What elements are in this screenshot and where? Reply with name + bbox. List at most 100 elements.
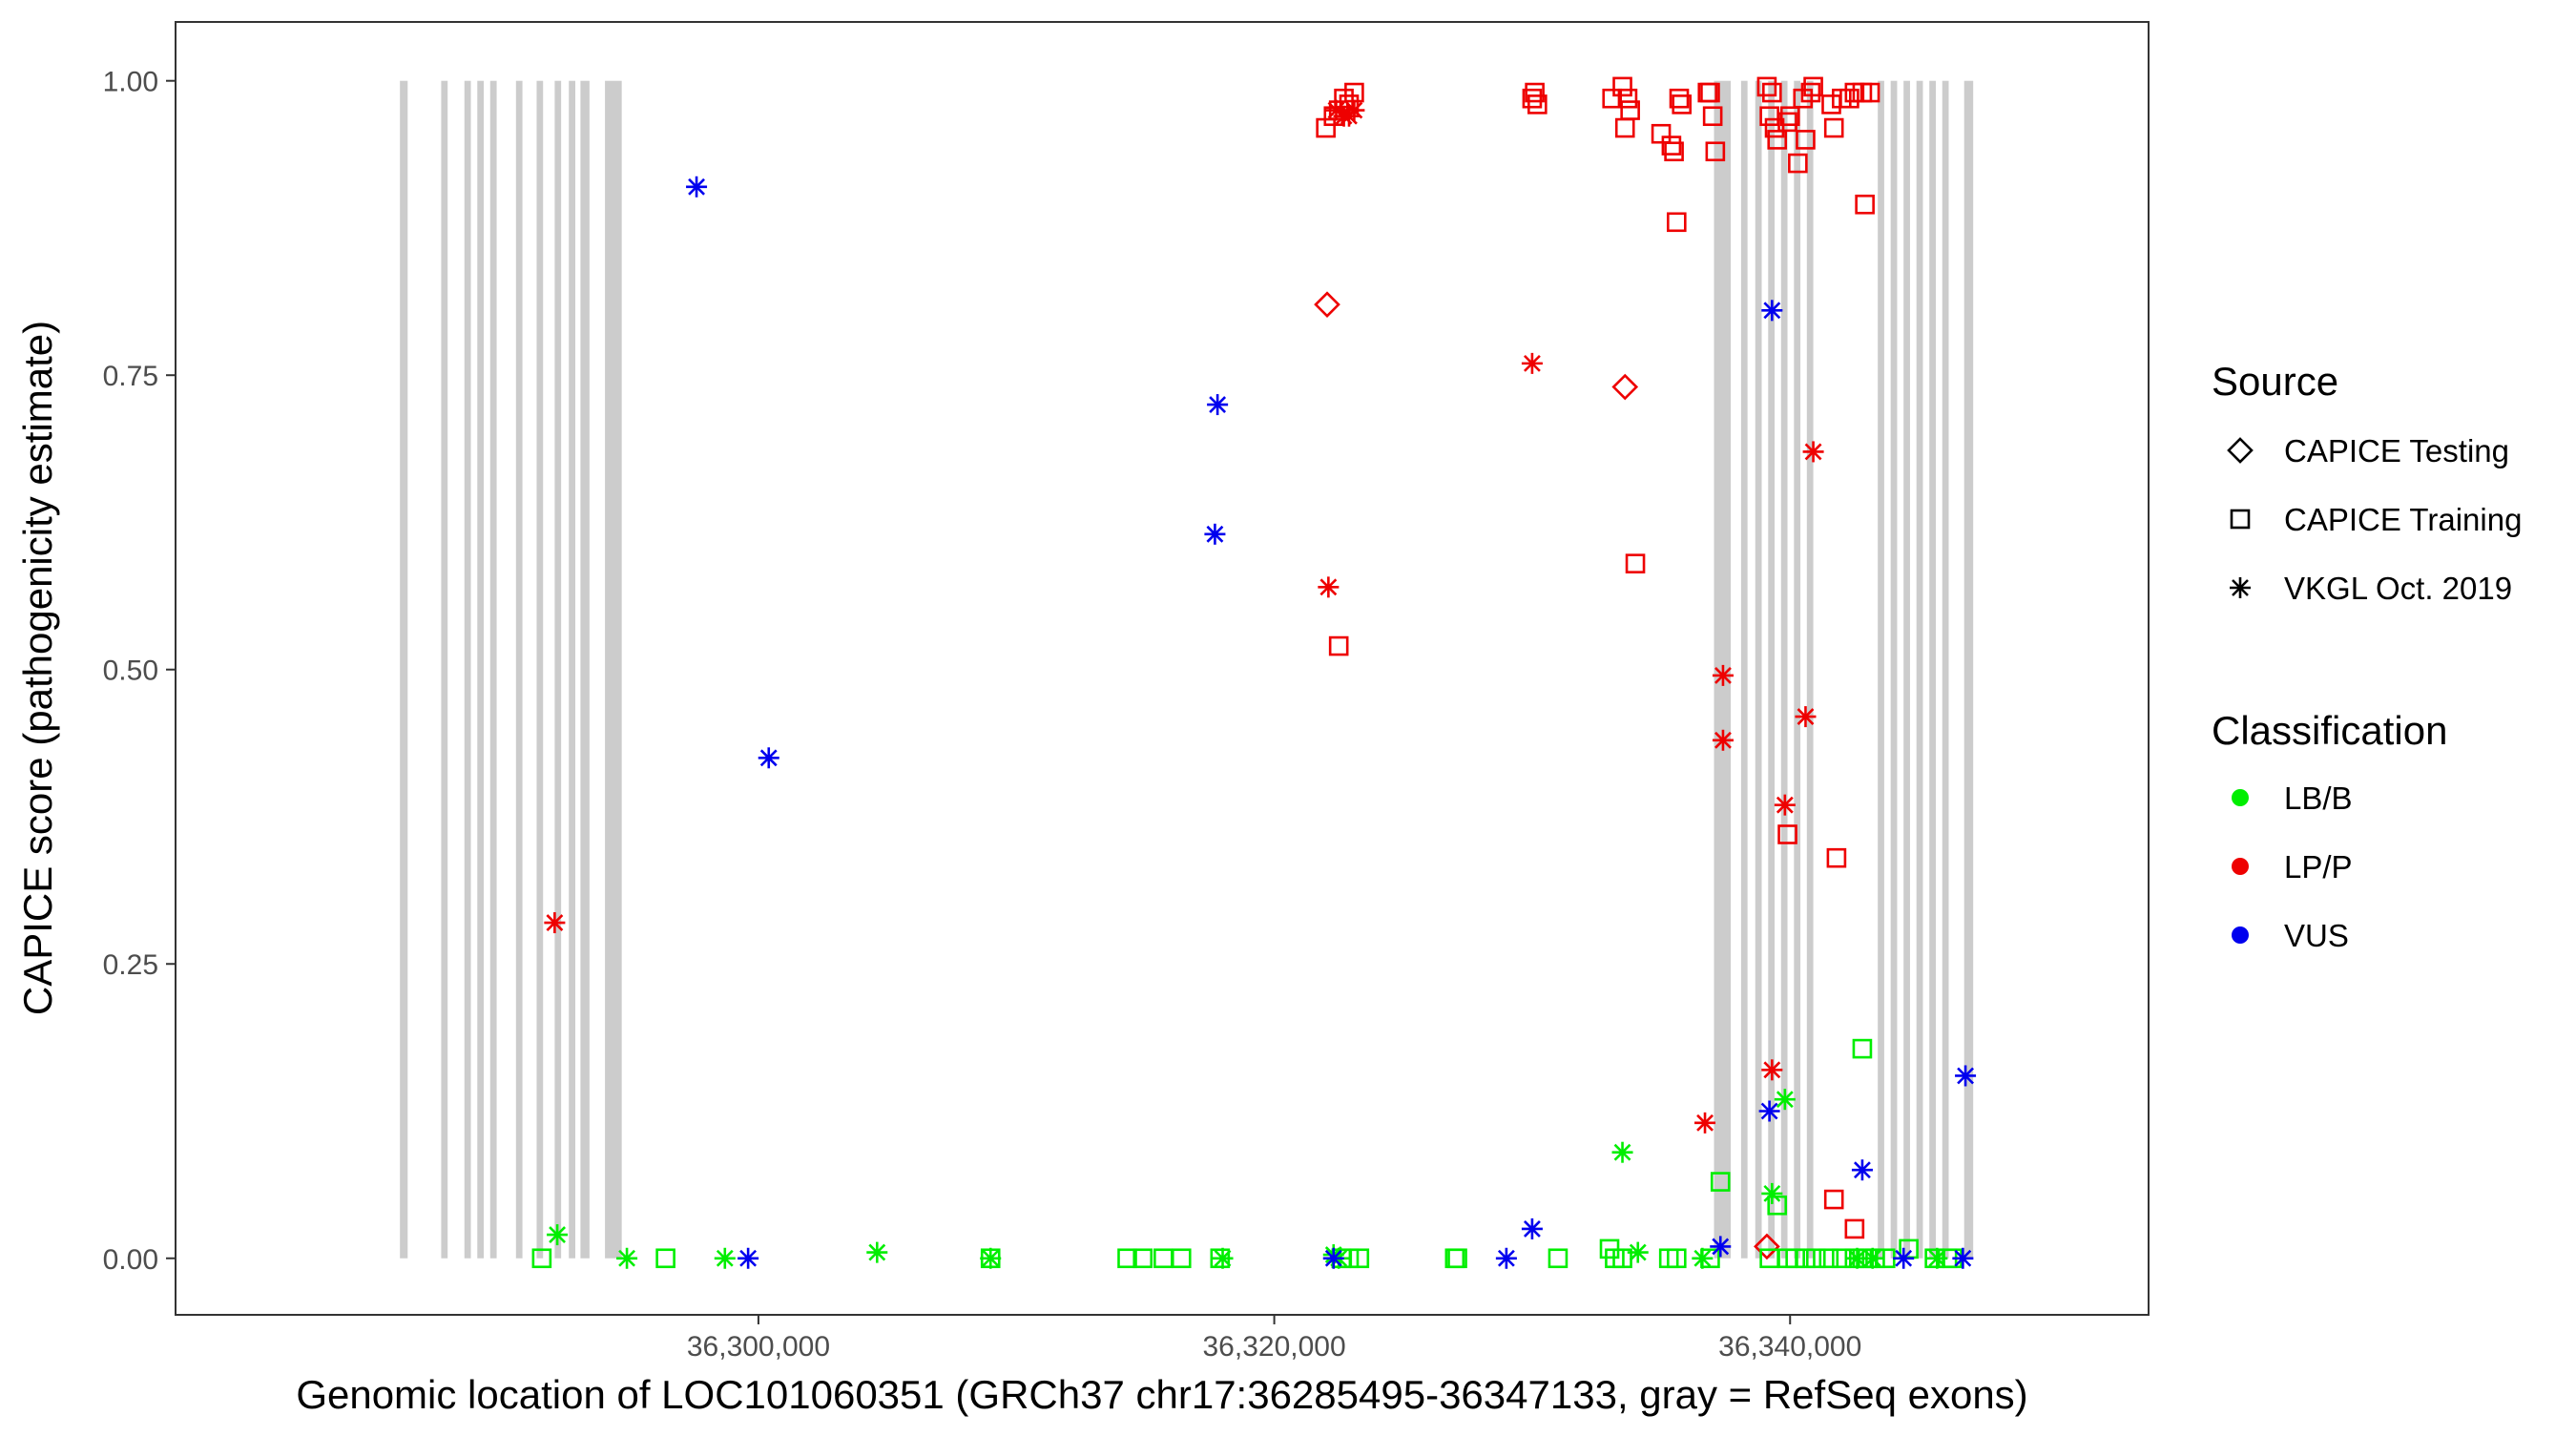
data-point [1761, 1182, 1783, 1204]
x-tick-label: 36,300,000 [687, 1331, 830, 1363]
data-point [1754, 1233, 1780, 1260]
data-point [1651, 123, 1672, 144]
x-tick-label: 36,320,000 [1203, 1331, 1346, 1363]
data-point [1525, 82, 1545, 103]
data-point [1795, 706, 1817, 728]
data-point [1796, 130, 1816, 150]
data-point [1694, 1112, 1716, 1134]
legend-source-label: VKGL Oct. 2019 [2284, 571, 2512, 606]
data-point [655, 1248, 675, 1269]
exon-band [477, 80, 485, 1259]
data-point [1495, 1247, 1517, 1269]
exon-band [489, 80, 497, 1259]
legend-classification-label: VUS [2284, 918, 2349, 953]
exon-band [1916, 80, 1923, 1259]
data-point [1955, 1065, 1977, 1087]
data-point [1614, 117, 1635, 138]
data-point [1611, 373, 1639, 401]
data-point [1800, 82, 1821, 103]
data-point [1767, 1195, 1788, 1216]
data-point [1661, 135, 1682, 156]
exon-band [569, 80, 576, 1259]
data-point [1667, 1248, 1687, 1269]
plot-panel-border [175, 21, 2150, 1316]
exon-band [1768, 80, 1776, 1259]
data-point [1710, 1236, 1732, 1258]
data-point [1672, 94, 1693, 114]
exon-band [1755, 80, 1762, 1259]
exon-band [1942, 80, 1949, 1259]
data-point [1599, 1238, 1620, 1259]
data-point [1767, 130, 1788, 150]
data-point [1777, 112, 1797, 133]
legend-key-asterisk [2230, 577, 2251, 598]
data-point [1664, 141, 1684, 162]
y-tick-label: 0.75 [103, 361, 158, 392]
data-point [1702, 106, 1723, 127]
data-point [1805, 1248, 1826, 1269]
data-point [1839, 88, 1859, 109]
data-point [737, 1247, 759, 1269]
data-point [1777, 824, 1797, 844]
data-point [1774, 794, 1796, 816]
data-point [1314, 291, 1340, 319]
data-point [1328, 635, 1349, 656]
data-point [1625, 553, 1646, 573]
x-tick-label: 36,340,000 [1718, 1331, 1861, 1363]
data-point [1171, 1248, 1192, 1269]
legend: Source CAPICE Testing CAPICE Training VKGL… [2212, 359, 2522, 953]
x-axis: 36,300,000 36,320,000 36,340,000 [687, 1315, 1861, 1363]
exon-band [464, 80, 471, 1259]
data-point [1852, 1038, 1873, 1059]
data-point [1712, 664, 1734, 686]
y-tick-label: 0.50 [103, 656, 158, 687]
y-tick-label: 0.25 [103, 949, 158, 981]
data-point [1774, 1089, 1796, 1111]
exon-band [1780, 80, 1788, 1259]
data-point [1855, 194, 1875, 215]
exon-band [1929, 80, 1936, 1259]
data-point [1762, 82, 1782, 103]
data-point [1818, 1248, 1839, 1269]
data-point [544, 912, 566, 934]
data-point [1761, 300, 1783, 322]
data-point [1785, 1248, 1805, 1269]
legend-classification-label: LB/B [2284, 780, 2353, 816]
data-point [1548, 1248, 1568, 1269]
data-point [1322, 1247, 1344, 1269]
data-point [866, 1241, 888, 1263]
data-point [1522, 88, 1543, 109]
exon-band [1794, 80, 1801, 1259]
data-point [980, 1247, 1002, 1269]
exon-band [554, 80, 562, 1259]
data-point [1669, 88, 1690, 109]
data-point [1823, 1189, 1844, 1210]
data-point [1602, 88, 1623, 109]
exon-band [580, 80, 590, 1259]
data-point [758, 747, 779, 769]
data-point [1611, 1141, 1633, 1163]
data-point [1926, 1247, 1948, 1269]
data-point [1756, 76, 1777, 97]
data-point [1803, 76, 1823, 97]
legend-classification-title: Classification [2212, 708, 2447, 753]
exon-band [1903, 80, 1910, 1259]
data-point [1204, 523, 1226, 545]
data-point [1764, 117, 1785, 138]
points-layer [531, 76, 1977, 1269]
y-axis: 0.00 0.25 0.50 0.75 1.00 [103, 67, 176, 1276]
exon-band [536, 80, 544, 1259]
data-point [1859, 82, 1880, 103]
exon-band [515, 80, 523, 1259]
data-point [1705, 141, 1726, 162]
data-point [531, 1248, 552, 1269]
data-point [1779, 106, 1800, 127]
exon-band [605, 80, 622, 1259]
legend-source-title: Source [2212, 359, 2338, 404]
x-axis-label: Genomic location of LOC101060351 (GRCh37… [296, 1372, 2027, 1417]
data-point [1758, 1100, 1780, 1122]
data-point [616, 1247, 638, 1269]
exon-band [1740, 80, 1748, 1259]
